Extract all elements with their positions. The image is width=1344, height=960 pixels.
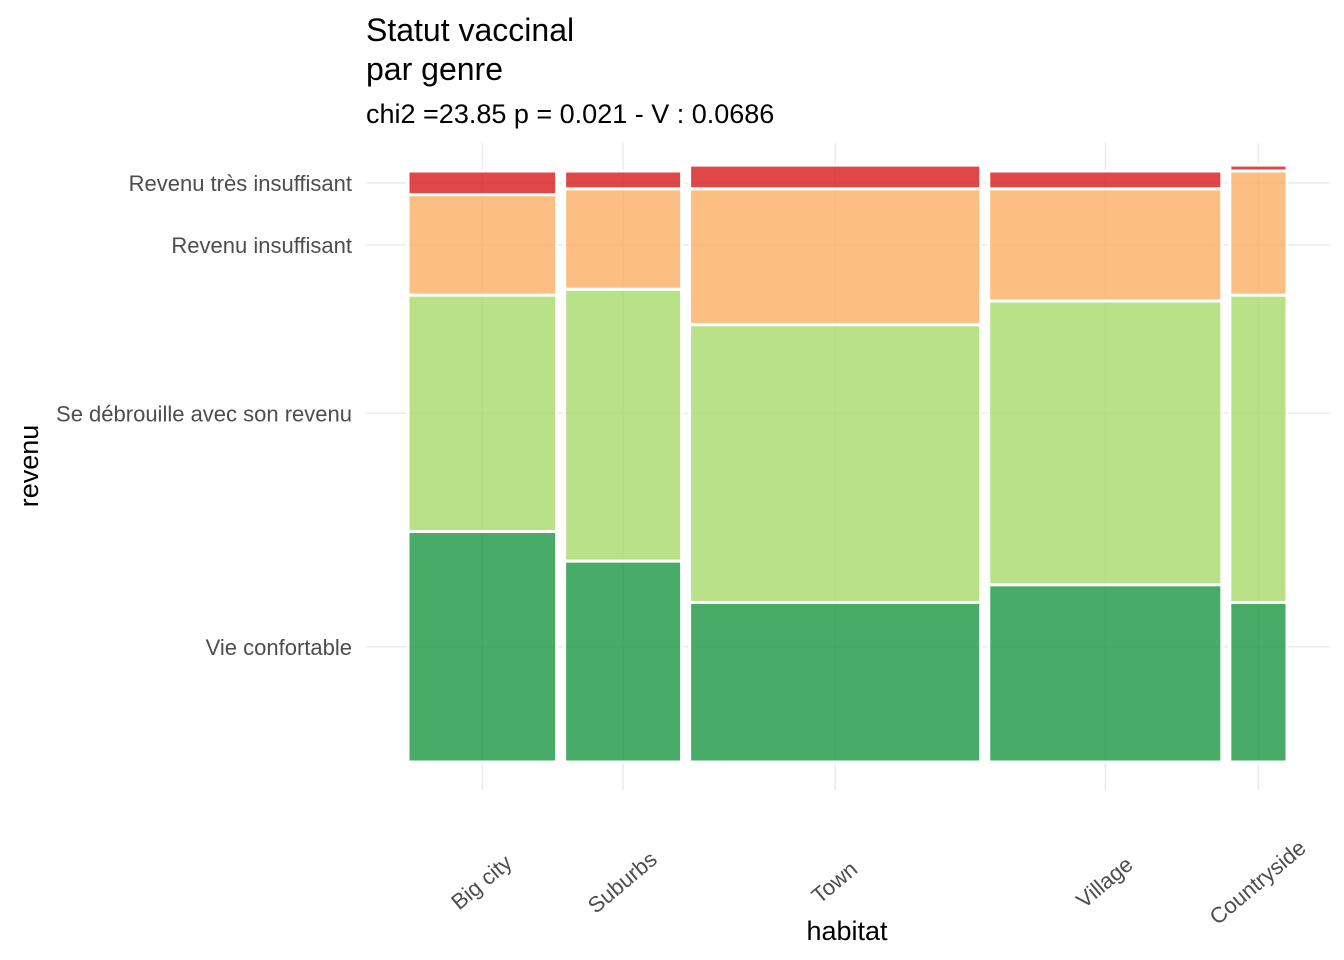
tile-countryside-se-debrouille-avec-son-revenu [1228, 293, 1289, 604]
tile-village-vie-confortable [987, 583, 1224, 764]
chart-title-line-2: par genre [366, 51, 503, 87]
x-tick-village: Village [1071, 852, 1137, 913]
tile-suburbs-revenu-insuffisant [563, 187, 684, 291]
tile-big-city-se-debrouille-avec-son-revenu [406, 293, 559, 534]
tile-suburbs-vie-confortable [563, 559, 684, 764]
tile-big-city-revenu-tres-insuffisant [406, 169, 559, 197]
x-axis-title: habitat [806, 916, 888, 946]
chart-subtitle: chi2 =23.85 p = 0.021 - V : 0.0686 [366, 99, 774, 129]
x-tick-countryside: Countryside [1205, 835, 1311, 930]
y-tick-revenu-tres-insuffisant: Revenu très insuffisant [129, 171, 352, 196]
tile-countryside-vie-confortable [1228, 600, 1289, 764]
tile-town-se-debrouille-avec-son-revenu [688, 323, 983, 604]
x-tick-suburbs: Suburbs [583, 846, 662, 918]
tile-village-se-debrouille-avec-son-revenu [987, 299, 1224, 587]
chart-title-line-1: Statut vaccinal [366, 12, 574, 48]
y-tick-labels: Vie confortable Se débrouille avec son re… [56, 171, 352, 660]
x-tick-town: Town [807, 856, 862, 908]
tile-town-vie-confortable [688, 600, 983, 764]
tile-village-revenu-insuffisant [987, 187, 1224, 303]
tile-village-revenu-tres-insuffisant [987, 169, 1224, 191]
tile-big-city-vie-confortable [406, 530, 559, 764]
tile-town-revenu-tres-insuffisant [688, 163, 983, 191]
y-tick-vie-confortable: Vie confortable [206, 635, 352, 660]
tile-town-revenu-insuffisant [688, 187, 983, 327]
x-tick-big-city: Big city [446, 850, 516, 915]
tile-big-city-revenu-insuffisant [406, 193, 559, 297]
y-tick-revenu-insuffisant: Revenu insuffisant [171, 233, 352, 258]
tile-suburbs-se-debrouille-avec-son-revenu [563, 287, 684, 563]
tile-countryside-revenu-insuffisant [1228, 169, 1289, 297]
tile-countryside-revenu-tres-insuffisant [1228, 163, 1289, 173]
mosaic-tiles [406, 163, 1289, 764]
y-axis-title: revenu [14, 425, 44, 508]
tile-suburbs-revenu-tres-insuffisant [563, 169, 684, 191]
y-tick-se-debrouille-avec-son-revenu: Se débrouille avec son revenu [56, 401, 352, 426]
